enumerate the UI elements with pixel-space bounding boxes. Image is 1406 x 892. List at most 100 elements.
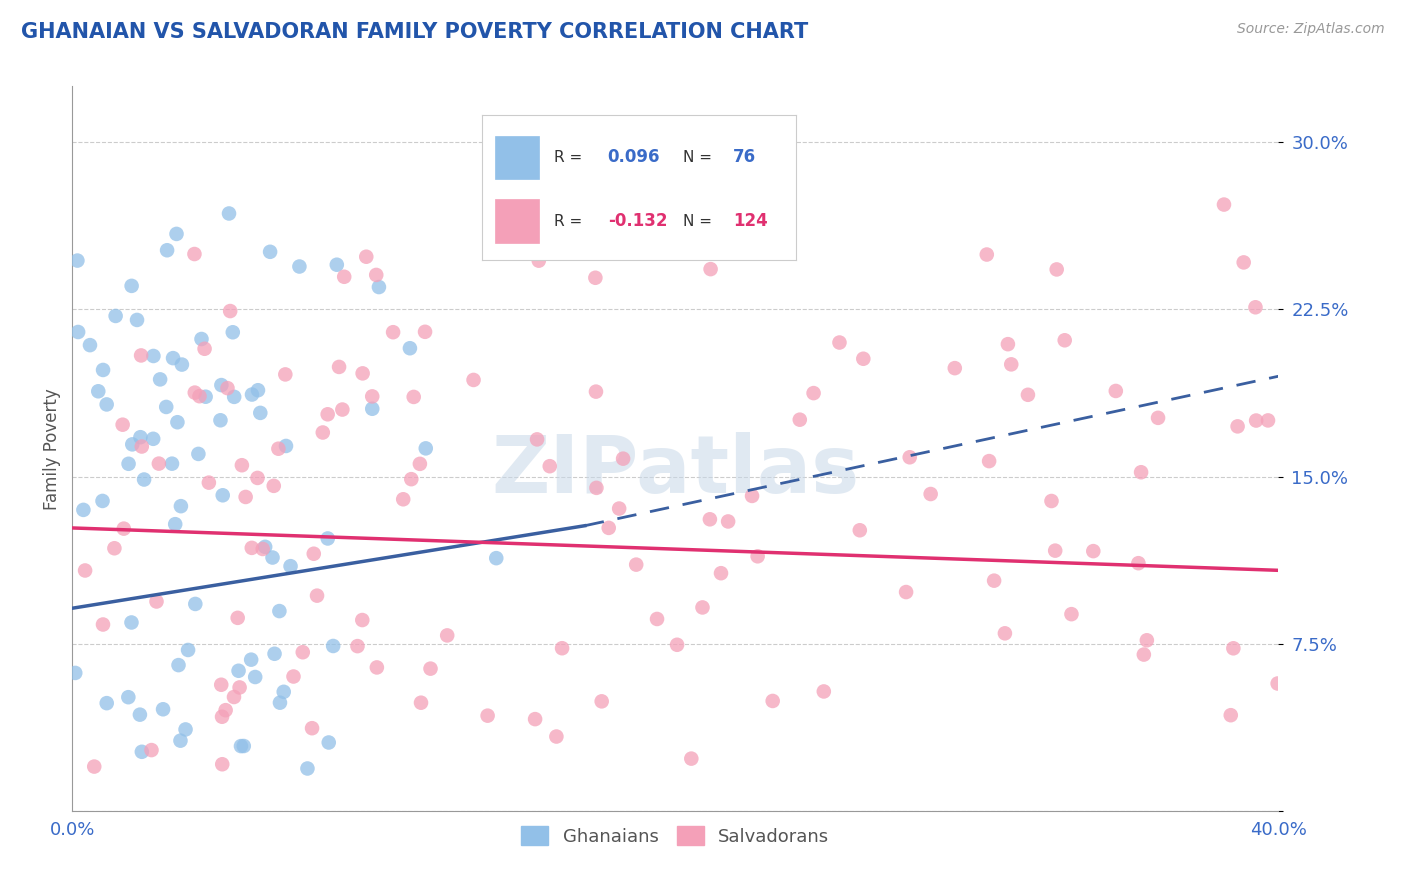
Point: [188, 389, 211, 403]
Point: [1257, 413, 1279, 427]
Point: [96, 696, 118, 710]
Point: [131, 745, 153, 759]
Point: [246, 471, 269, 485]
Point: [274, 439, 297, 453]
Point: [66, 253, 89, 268]
Point: [211, 710, 233, 724]
Point: [852, 351, 875, 366]
Point: [184, 597, 207, 611]
Point: [361, 389, 384, 403]
Point: [741, 489, 763, 503]
Point: [607, 501, 630, 516]
Point: [436, 628, 458, 642]
Point: [209, 678, 232, 692]
Point: [977, 454, 1000, 468]
Point: [813, 684, 835, 698]
Point: [1133, 648, 1156, 662]
Point: [72, 503, 94, 517]
Point: [177, 643, 200, 657]
Point: [368, 280, 391, 294]
Point: [148, 457, 170, 471]
Point: [252, 541, 274, 556]
Text: GHANAIAN VS SALVADORAN FAMILY POVERTY CORRELATION CHART: GHANAIAN VS SALVADORAN FAMILY POVERTY CO…: [21, 22, 808, 42]
Point: [142, 432, 165, 446]
Point: [328, 359, 350, 374]
Point: [91, 617, 114, 632]
Point: [585, 384, 607, 399]
Point: [194, 342, 217, 356]
Point: [681, 751, 703, 765]
Point: [117, 457, 139, 471]
Point: [228, 681, 250, 695]
Point: [538, 459, 561, 474]
Point: [240, 387, 263, 401]
Point: [1267, 676, 1289, 690]
Point: [803, 386, 825, 401]
Point: [194, 390, 217, 404]
Point: [352, 367, 374, 381]
Point: [419, 662, 441, 676]
Point: [710, 566, 733, 581]
Point: [79, 338, 101, 352]
Point: [301, 721, 323, 735]
Point: [789, 412, 811, 426]
Point: [828, 335, 851, 350]
Point: [1147, 410, 1170, 425]
Point: [291, 645, 314, 659]
Point: [612, 451, 634, 466]
Point: [333, 269, 356, 284]
Point: [142, 349, 165, 363]
Point: [125, 313, 148, 327]
Point: [1136, 633, 1159, 648]
Point: [129, 430, 152, 444]
Point: [263, 647, 285, 661]
Point: [274, 368, 297, 382]
Point: [356, 250, 378, 264]
Point: [297, 762, 319, 776]
Point: [401, 472, 423, 486]
Point: [524, 712, 547, 726]
Point: [155, 400, 177, 414]
Point: [162, 351, 184, 365]
Point: [366, 660, 388, 674]
Point: [240, 653, 263, 667]
Point: [332, 402, 354, 417]
Point: [184, 385, 207, 400]
Point: [165, 517, 187, 532]
Point: [526, 433, 548, 447]
Point: [141, 743, 163, 757]
Point: [169, 733, 191, 747]
Point: [1017, 388, 1039, 402]
Point: [269, 696, 291, 710]
Point: [894, 585, 917, 599]
Point: [219, 304, 242, 318]
Point: [121, 278, 143, 293]
Point: [160, 457, 183, 471]
Point: [382, 325, 405, 339]
Point: [235, 490, 257, 504]
Point: [585, 481, 607, 495]
Point: [997, 337, 1019, 351]
Point: [83, 759, 105, 773]
Point: [183, 247, 205, 261]
Point: [409, 696, 432, 710]
Point: [762, 694, 785, 708]
Point: [280, 559, 302, 574]
Point: [699, 512, 721, 526]
Point: [477, 708, 499, 723]
Point: [209, 413, 232, 427]
Point: [166, 227, 188, 241]
Point: [920, 487, 942, 501]
Point: [190, 332, 212, 346]
Point: [269, 604, 291, 618]
Point: [318, 735, 340, 749]
Point: [699, 262, 721, 277]
Point: [1213, 197, 1236, 211]
Point: [218, 206, 240, 220]
Point: [413, 325, 436, 339]
Point: [399, 341, 422, 355]
Point: [166, 415, 188, 429]
Point: [305, 589, 328, 603]
Point: [132, 473, 155, 487]
Point: [1043, 543, 1066, 558]
